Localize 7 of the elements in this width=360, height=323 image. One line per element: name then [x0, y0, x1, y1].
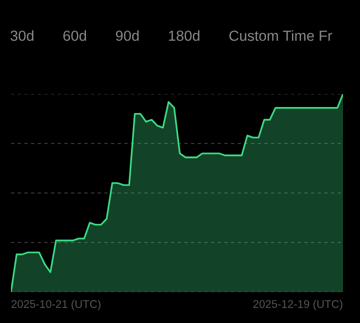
text: 180d — [168, 30, 200, 41]
text: 60d — [63, 30, 86, 41]
text: 90d — [116, 30, 139, 41]
text: 30d — [10, 30, 34, 41]
text: 2025-12-19 (UTC) — [253, 300, 342, 310]
text: 2025-10-21 (UTC) — [12, 300, 100, 310]
text: Custom Time Fr — [229, 30, 332, 41]
